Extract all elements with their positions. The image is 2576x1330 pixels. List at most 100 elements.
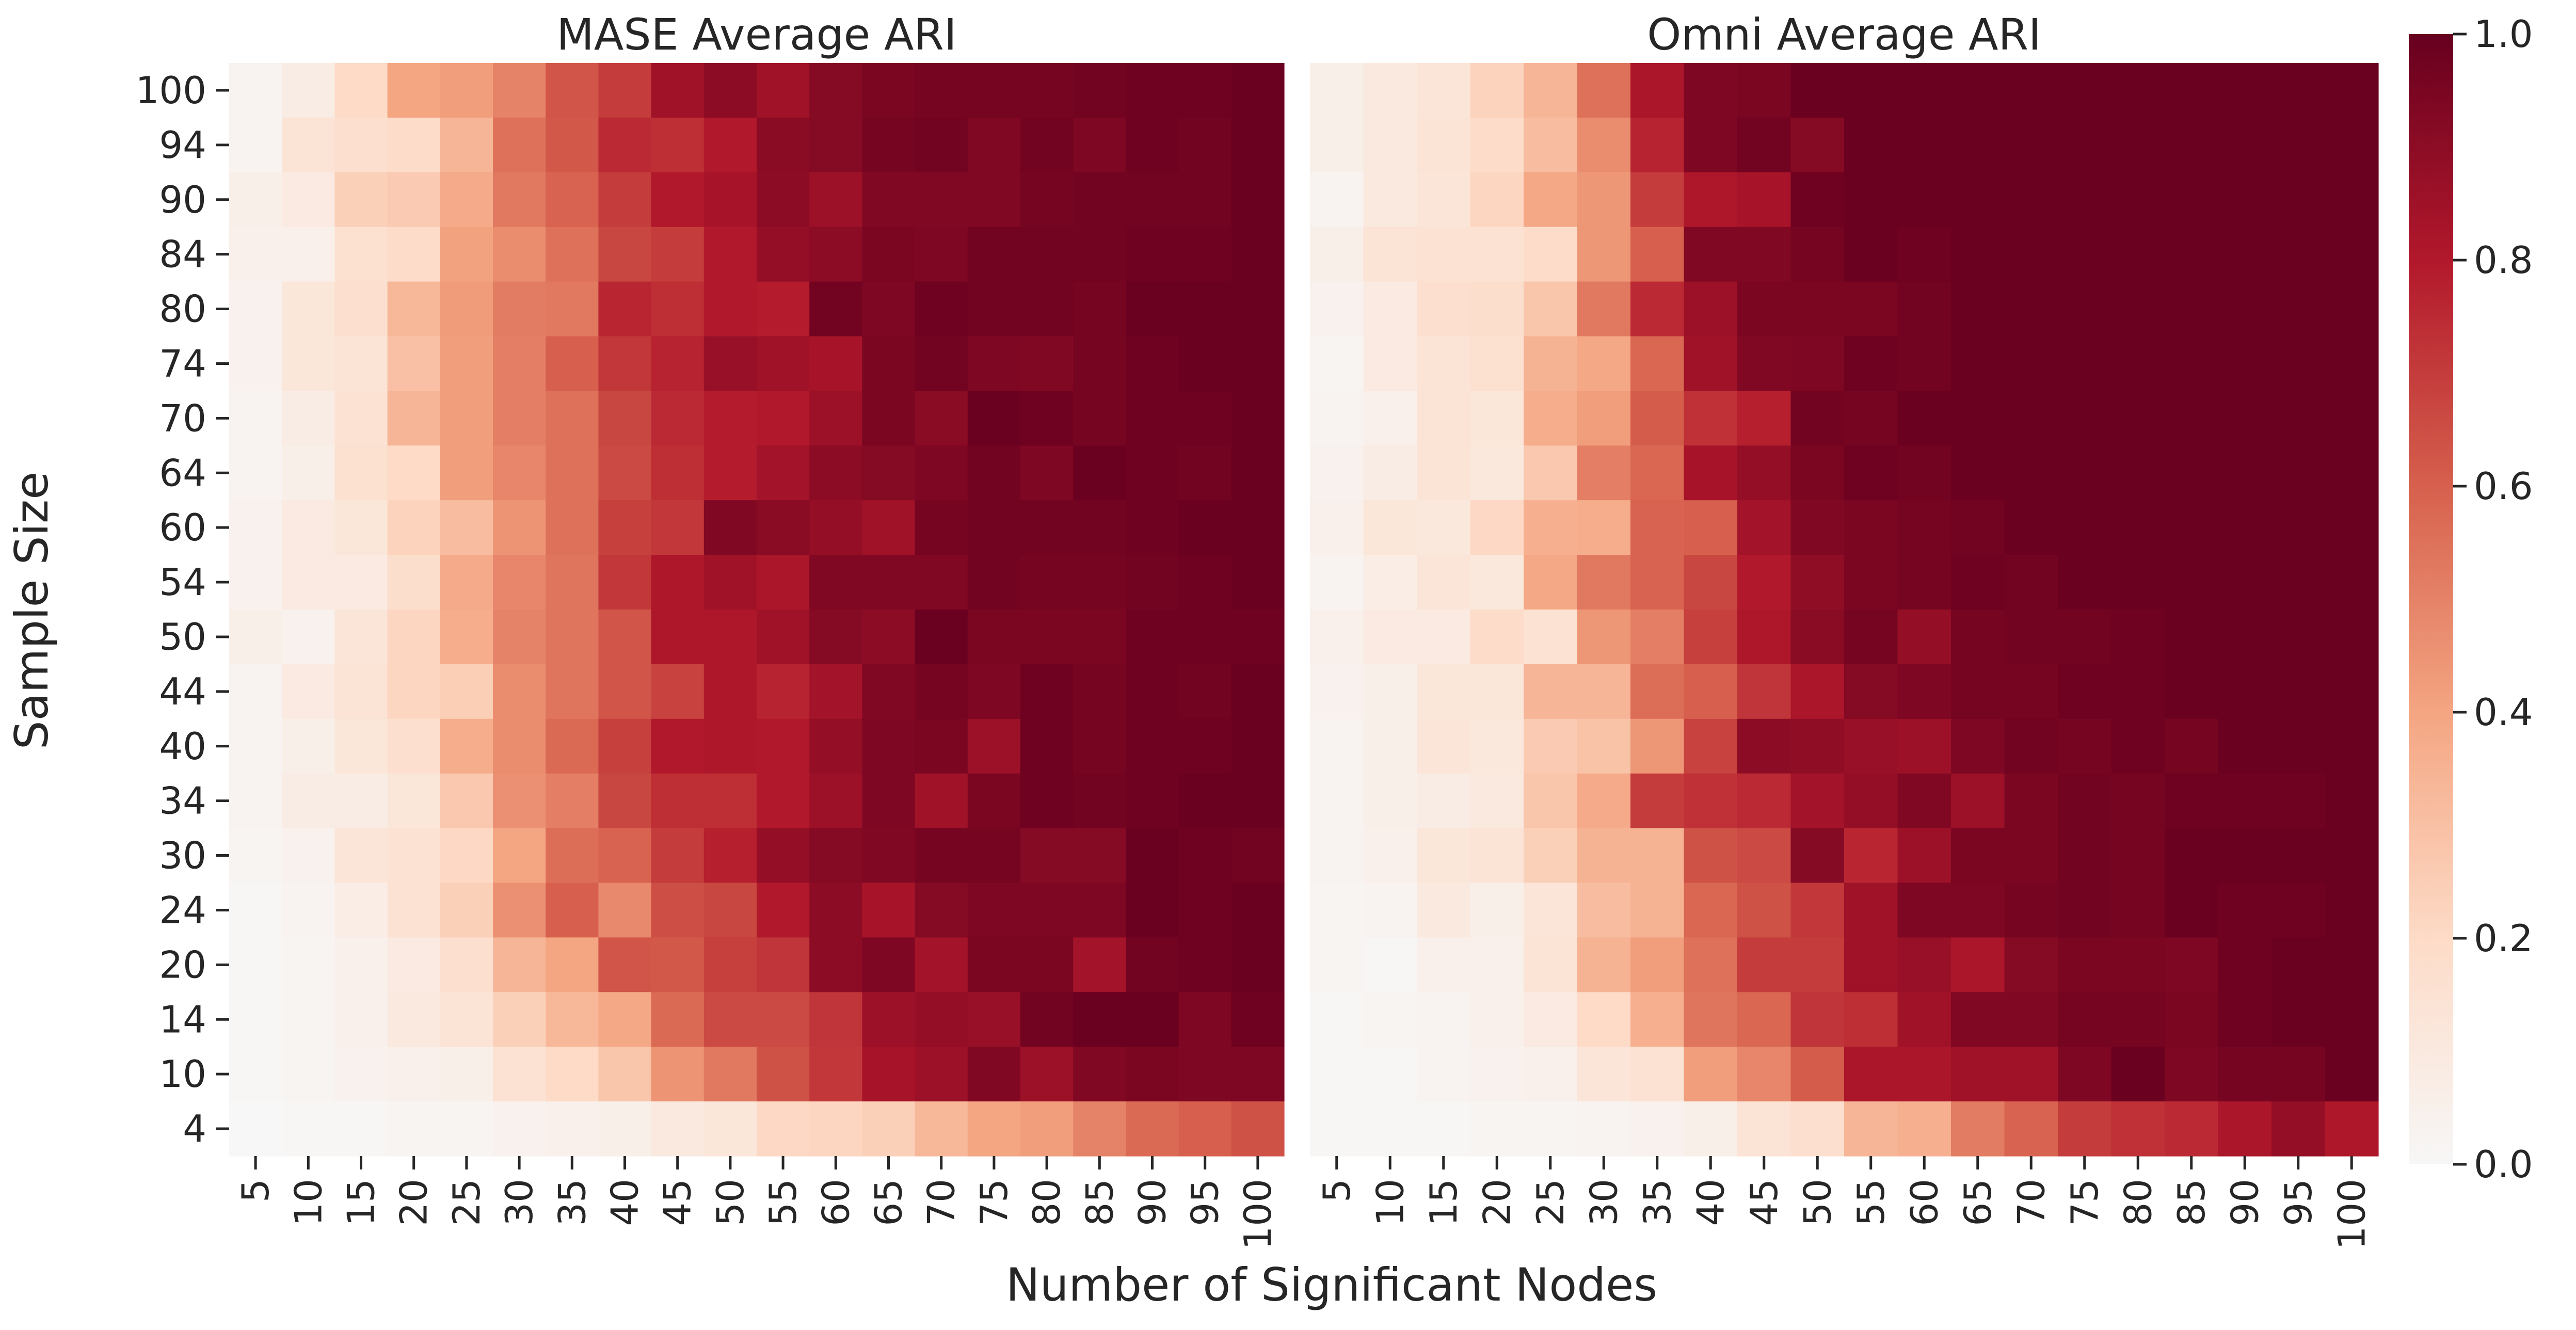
heatmap-cell	[334, 336, 388, 391]
heatmap-cell	[598, 391, 652, 446]
heatmap-cell	[493, 555, 546, 610]
heatmap-cell	[598, 63, 652, 118]
colorbar-tick-label: 1.0	[2474, 12, 2533, 56]
heatmap-cell	[1417, 773, 1471, 829]
heatmap-cell	[1684, 445, 1738, 501]
heatmap-cell	[967, 445, 1021, 501]
heatmap-cell	[1073, 336, 1126, 391]
heatmap-cell	[1790, 664, 1845, 719]
heatmap-cell	[2004, 281, 2058, 337]
heatmap-cell	[2058, 828, 2112, 884]
heatmap-cell	[1951, 281, 2005, 337]
heatmap-cell	[2165, 117, 2219, 173]
heatmap-cell	[2271, 937, 2326, 992]
heatmap-cell	[651, 718, 705, 774]
heatmap-cell	[440, 1101, 493, 1157]
heatmap-cell	[598, 610, 652, 665]
heatmap-cell	[1310, 610, 1364, 665]
heatmap-cell	[2165, 391, 2219, 446]
heatmap-cell	[1020, 172, 1074, 228]
heatmap-cell	[2004, 445, 2058, 501]
heatmap-cell	[387, 63, 441, 118]
heatmap-cell	[1630, 336, 1685, 391]
heatmap-cell	[1897, 937, 1951, 992]
heatmap-cell	[229, 992, 282, 1047]
heatmap-cell	[809, 336, 862, 391]
heatmap-cell	[703, 1101, 757, 1157]
heatmap-cell	[1524, 718, 1578, 774]
x-tick-label: 75	[972, 1179, 1016, 1226]
heatmap-cell	[1073, 883, 1126, 938]
heatmap-cell	[2004, 718, 2058, 774]
heatmap-cell	[546, 227, 599, 282]
heatmap-cell	[757, 117, 810, 173]
heatmap-cell	[1630, 1047, 1685, 1102]
heatmap-cell	[440, 664, 493, 719]
heatmap-cell	[1417, 664, 1471, 719]
heatmap-cell	[282, 117, 335, 173]
heatmap-cell	[282, 883, 335, 938]
heatmap-cell	[1577, 937, 1631, 992]
heatmap-cell	[2271, 828, 2326, 884]
heatmap-cell	[1178, 610, 1232, 665]
heatmap-cell	[1020, 828, 1074, 884]
heatmap-cell	[1363, 1101, 1417, 1157]
heatmap-cell	[282, 937, 335, 992]
y-tick-label: 24	[159, 888, 206, 932]
heatmap-cell	[1630, 992, 1685, 1047]
heatmap-cell	[1310, 1101, 1364, 1157]
heatmap-cell	[282, 391, 335, 446]
heatmap-cell	[1417, 555, 1471, 610]
heatmap-cell	[1897, 555, 1951, 610]
heatmap-cell	[1897, 63, 1951, 118]
heatmap-cell	[1951, 883, 2005, 938]
heatmap-cell	[1178, 773, 1232, 829]
heatmap-cell	[440, 445, 493, 501]
heatmap-cell	[1737, 555, 1791, 610]
heatmap-cell	[2111, 63, 2165, 118]
heatmap-cell	[1790, 610, 1845, 665]
heatmap-cell	[651, 63, 705, 118]
heatmap-cell	[1844, 172, 1898, 228]
heatmap-cell	[967, 610, 1021, 665]
heatmap-cell	[757, 172, 810, 228]
heatmap-cell	[1951, 828, 2005, 884]
heatmap-cell	[2325, 610, 2379, 665]
colorbar: 0.0 0.2 0.4 0.6 0.8 1.0	[2409, 12, 2533, 1186]
heatmap-cell	[493, 63, 546, 118]
heatmap-cell	[1417, 500, 1471, 555]
heatmap-cell	[1684, 1101, 1738, 1157]
heatmap-cell	[2058, 773, 2112, 829]
heatmap-cell	[757, 500, 810, 555]
heatmap-cell	[1630, 391, 1685, 446]
heatmap-cell	[1231, 610, 1285, 665]
heatmap-cell	[1126, 336, 1179, 391]
heatmap-cell	[1231, 1101, 1285, 1157]
x-tick-label: 10	[1368, 1179, 1412, 1226]
heatmap-cell	[1630, 227, 1685, 282]
heatmap-cell	[1470, 828, 1524, 884]
heatmap-cell	[1737, 883, 1791, 938]
heatmap-cell	[1310, 336, 1364, 391]
heatmap-cell	[915, 992, 968, 1047]
heatmap-cell	[2325, 391, 2379, 446]
heatmap-cell	[1844, 445, 1898, 501]
heatmap-cell	[967, 391, 1021, 446]
heatmap-cell	[967, 992, 1021, 1047]
heatmap-cell	[546, 773, 599, 829]
heatmap-cell	[1524, 773, 1578, 829]
heatmap-cell	[1363, 445, 1417, 501]
heatmap-cell	[229, 773, 282, 829]
heatmap-cell	[967, 227, 1021, 282]
heatmap-cell	[229, 883, 282, 938]
heatmap-cell	[1737, 391, 1791, 446]
heatmap-cell	[1844, 117, 1898, 173]
x-tick-label: 90	[1131, 1179, 1174, 1226]
heatmap-cell	[1310, 227, 1364, 282]
heatmap-cell	[493, 281, 546, 337]
heatmap-cell	[2111, 718, 2165, 774]
heatmap-cell	[1524, 500, 1578, 555]
heatmap-cell	[915, 336, 968, 391]
x-tick-label: 50	[1796, 1179, 1839, 1226]
